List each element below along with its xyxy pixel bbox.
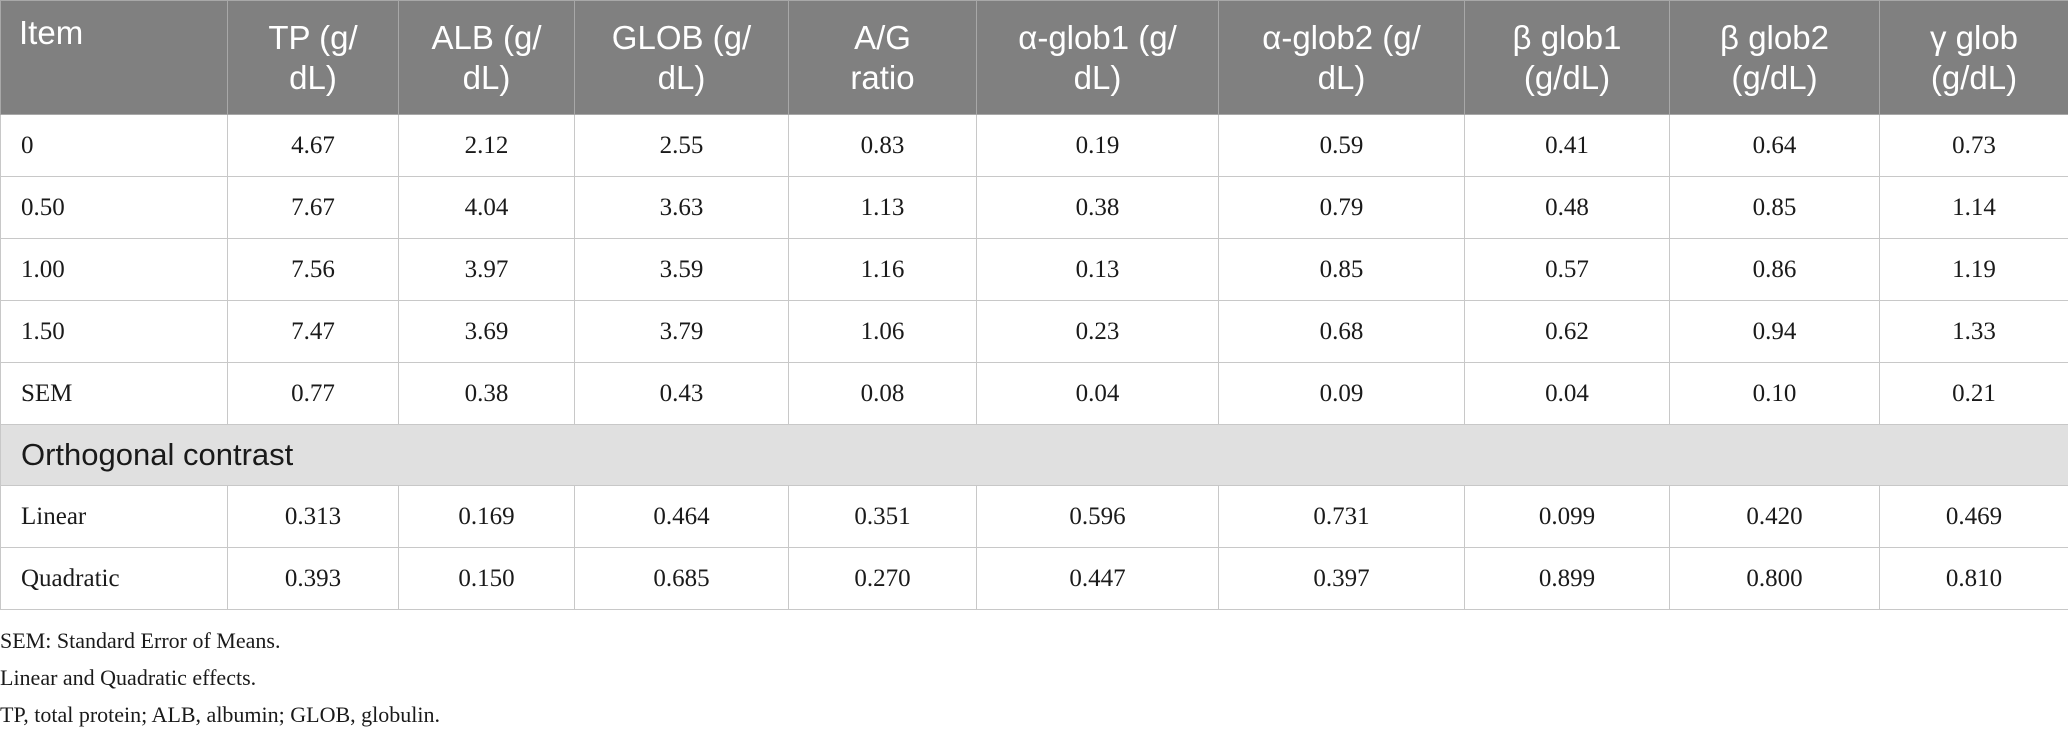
column-header: α-glob2 (g/dL) bbox=[1218, 0, 1465, 115]
row-label: Linear bbox=[0, 485, 228, 548]
table-cell: 0.685 bbox=[574, 547, 789, 610]
column-header: TP (g/dL) bbox=[227, 0, 399, 115]
column-header: GLOB (g/dL) bbox=[574, 0, 789, 115]
data-table-container: Item TP (g/dL) ALB (g/dL) GLOB (g/dL) A/G rat… bbox=[0, 0, 2068, 610]
table-cell: 0.596 bbox=[976, 485, 1219, 548]
table-cell: 7.67 bbox=[227, 176, 399, 239]
table-cell: 1.06 bbox=[788, 300, 977, 363]
table-cell: 0.420 bbox=[1669, 485, 1880, 548]
table-cell: 0.73 bbox=[1879, 114, 2068, 177]
table-cell: 0.41 bbox=[1464, 114, 1670, 177]
table-cell: 0.04 bbox=[976, 362, 1219, 425]
column-header: α-glob1 (g/dL) bbox=[976, 0, 1219, 115]
table-cell: 0.169 bbox=[398, 485, 575, 548]
table-cell: 0.59 bbox=[1218, 114, 1465, 177]
table-cell: 0.04 bbox=[1464, 362, 1670, 425]
table-cell: 0.85 bbox=[1218, 238, 1465, 301]
table-cell: 0.469 bbox=[1879, 485, 2068, 548]
table-row: 1.00 7.56 3.97 3.59 1.16 0.13 0.85 0.57 0.86 1.19 bbox=[0, 238, 2068, 301]
table-row: 0.50 7.67 4.04 3.63 1.13 0.38 0.79 0.48 0.85 1.14 bbox=[0, 176, 2068, 239]
footnotes: SEM: Standard Error of Means. Linear and… bbox=[0, 622, 440, 733]
table-row: 1.50 7.47 3.69 3.79 1.06 0.23 0.68 0.62 0.94 1.33 bbox=[0, 300, 2068, 363]
table-cell: 0.19 bbox=[976, 114, 1219, 177]
table-cell: 0.62 bbox=[1464, 300, 1670, 363]
table-cell: 0.810 bbox=[1879, 547, 2068, 610]
table-cell: 3.63 bbox=[574, 176, 789, 239]
table-cell: 0.13 bbox=[976, 238, 1219, 301]
section-label: Orthogonal contrast bbox=[0, 424, 2068, 486]
table-cell: 3.59 bbox=[574, 238, 789, 301]
table-cell: 1.16 bbox=[788, 238, 977, 301]
table-cell: 0.77 bbox=[227, 362, 399, 425]
footnote-sem: SEM: Standard Error of Means. bbox=[0, 628, 281, 653]
table-cell: 0.83 bbox=[788, 114, 977, 177]
table-cell: 0.43 bbox=[574, 362, 789, 425]
table-cell: 1.13 bbox=[788, 176, 977, 239]
table-cell: 0.23 bbox=[976, 300, 1219, 363]
table-cell: 0.393 bbox=[227, 547, 399, 610]
header-item: Item bbox=[0, 0, 228, 115]
row-label: 1.50 bbox=[0, 300, 228, 363]
table-cell: 1.33 bbox=[1879, 300, 2068, 363]
header-row: Item TP (g/dL) ALB (g/dL) GLOB (g/dL) A/G rat… bbox=[0, 0, 2068, 115]
table-cell: 7.56 bbox=[227, 238, 399, 301]
column-header: γ glob (g/dL) bbox=[1879, 0, 2068, 115]
table-cell: 0.68 bbox=[1218, 300, 1465, 363]
row-label: SEM bbox=[0, 362, 228, 425]
table-cell: 0.10 bbox=[1669, 362, 1880, 425]
table-cell: 0.64 bbox=[1669, 114, 1880, 177]
table-cell: 0.397 bbox=[1218, 547, 1465, 610]
table-cell: 0.351 bbox=[788, 485, 977, 548]
row-label: 0.50 bbox=[0, 176, 228, 239]
table-cell: 0.08 bbox=[788, 362, 977, 425]
table-cell: 0.731 bbox=[1218, 485, 1465, 548]
row-label: 0 bbox=[0, 114, 228, 177]
table-cell: 0.447 bbox=[976, 547, 1219, 610]
table-cell: 0.85 bbox=[1669, 176, 1880, 239]
table-cell: 0.57 bbox=[1464, 238, 1670, 301]
table-cell: 0.86 bbox=[1669, 238, 1880, 301]
column-header: ALB (g/dL) bbox=[398, 0, 575, 115]
table-cell: 0.270 bbox=[788, 547, 977, 610]
table-cell: 7.47 bbox=[227, 300, 399, 363]
table-cell: 1.19 bbox=[1879, 238, 2068, 301]
row-label: Quadratic bbox=[0, 547, 228, 610]
table-cell: 4.67 bbox=[227, 114, 399, 177]
section-row-orthogonal-contrast: Orthogonal contrast bbox=[0, 424, 2068, 486]
table-cell: 0.150 bbox=[398, 547, 575, 610]
table-cell: 0.94 bbox=[1669, 300, 1880, 363]
table-cell: 0.48 bbox=[1464, 176, 1670, 239]
table-cell: 0.800 bbox=[1669, 547, 1880, 610]
table-cell: 1.14 bbox=[1879, 176, 2068, 239]
table-row: Quadratic 0.393 0.150 0.685 0.270 0.447 0.397 0… bbox=[0, 547, 2068, 610]
serum-protein-table: Item TP (g/dL) ALB (g/dL) GLOB (g/dL) A/G rat… bbox=[0, 0, 2068, 610]
column-header: β glob2 (g/dL) bbox=[1669, 0, 1880, 115]
table-cell: 3.79 bbox=[574, 300, 789, 363]
table-cell: 0.899 bbox=[1464, 547, 1670, 610]
table-row: Linear 0.313 0.169 0.464 0.351 0.596 0.731 0.09… bbox=[0, 485, 2068, 548]
table-row: SEM 0.77 0.38 0.43 0.08 0.04 0.09 0.04 0.10 0.21 bbox=[0, 362, 2068, 425]
table-cell: 0.09 bbox=[1218, 362, 1465, 425]
table-cell: 0.21 bbox=[1879, 362, 2068, 425]
footnote-abbreviations: TP, total protein; ALB, albumin; GLOB, g… bbox=[0, 702, 440, 727]
table-cell: 0.313 bbox=[227, 485, 399, 548]
table-cell: 2.12 bbox=[398, 114, 575, 177]
table-cell: 2.55 bbox=[574, 114, 789, 177]
table-cell: 0.79 bbox=[1218, 176, 1465, 239]
table-cell: 0.099 bbox=[1464, 485, 1670, 548]
table-cell: 3.69 bbox=[398, 300, 575, 363]
footnote-effects: Linear and Quadratic effects. bbox=[0, 665, 257, 690]
column-header: A/G ratio bbox=[788, 0, 977, 115]
table-body: 0 4.67 2.12 2.55 0.83 0.19 0.59 0.41 0.64 0.73 0.5… bbox=[0, 114, 2068, 610]
table-row: 0 4.67 2.12 2.55 0.83 0.19 0.59 0.41 0.64 0.73 bbox=[0, 114, 2068, 177]
table-cell: 0.464 bbox=[574, 485, 789, 548]
table-cell: 3.97 bbox=[398, 238, 575, 301]
table-cell: 0.38 bbox=[398, 362, 575, 425]
column-header: β glob1 (g/dL) bbox=[1464, 0, 1670, 115]
table-cell: 4.04 bbox=[398, 176, 575, 239]
table-cell: 0.38 bbox=[976, 176, 1219, 239]
row-label: 1.00 bbox=[0, 238, 228, 301]
